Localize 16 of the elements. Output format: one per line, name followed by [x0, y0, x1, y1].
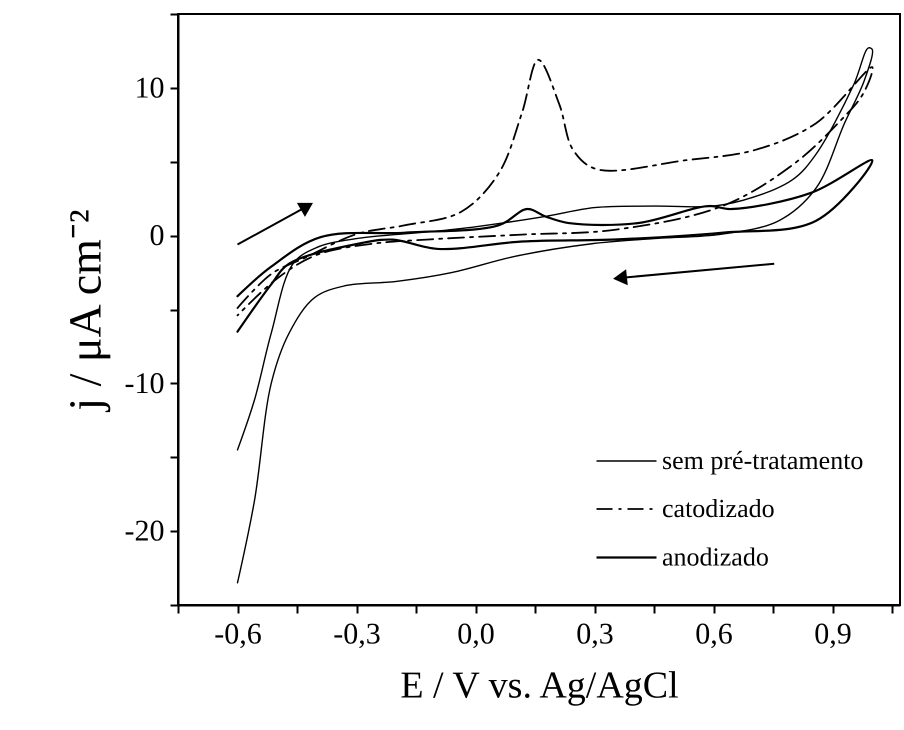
legend-label: catodizado: [662, 494, 775, 523]
y-tick-label: 0: [150, 219, 164, 252]
y-tick-label: -10: [124, 366, 164, 400]
x-tick-label: 0,3: [576, 618, 614, 650]
x-tick-label: 0,9: [814, 618, 852, 650]
x-tick-label: 0,0: [457, 618, 495, 650]
legend-label: anodizado: [662, 542, 769, 572]
x-tick-label: 0,6: [695, 618, 733, 650]
y-tick-label: 10: [134, 71, 164, 104]
y-tick-label: -20: [124, 514, 164, 548]
x-tick-label: -0,6: [214, 618, 262, 650]
line-series: [236, 47, 874, 584]
x-axis-title: E / V vs. Ag/AgCl: [400, 664, 679, 706]
legend-label: sem pré-tratamento: [662, 446, 864, 475]
y-axis-title: j / μA cm⁻²: [60, 209, 111, 413]
x-tick-label: -0,3: [333, 618, 381, 650]
